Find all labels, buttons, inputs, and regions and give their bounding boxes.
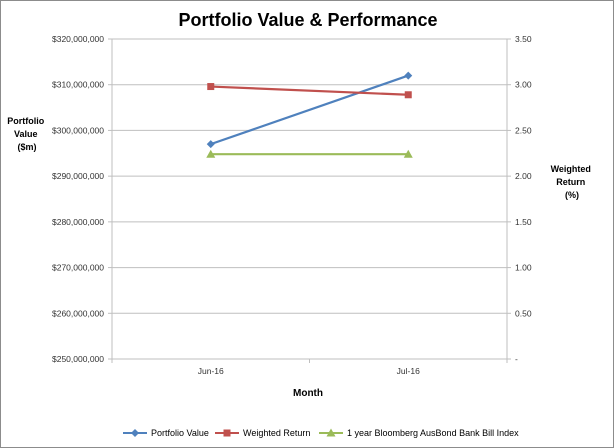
right-tick-label: 2.00	[515, 171, 532, 181]
right-axis-label: Weighted Return (%)	[551, 164, 594, 200]
left-axis-label: Portfolio Value ($m)	[7, 116, 47, 152]
right-tick-label: 3.50	[515, 34, 532, 44]
left-axis-label-line-1: Portfolio	[7, 116, 44, 126]
left-axis-ticks: $250,000,000 $260,000,000 $270,000,000 $280…	[52, 34, 112, 364]
left-axis-label-line-2: Value	[14, 129, 38, 139]
legend-marker-2	[223, 429, 231, 437]
series-line-2	[210, 85, 409, 96]
series-2-point	[207, 83, 215, 91]
plot-area-border	[111, 38, 508, 360]
right-tick-label: 3.00	[515, 80, 532, 90]
right-tick-label: 1.00	[515, 263, 532, 273]
left-tick-label: $300,000,000	[52, 125, 104, 135]
x-tick-label: Jul-16	[397, 366, 420, 376]
left-tick-label: $260,000,000	[52, 308, 104, 318]
right-axis-label-line-1: Weighted	[551, 164, 591, 174]
series-group	[206, 71, 413, 158]
left-tick-label: $270,000,000	[52, 263, 104, 273]
left-tick-label: $250,000,000	[52, 354, 104, 364]
gridlines	[112, 38, 507, 360]
left-axis-label-line-3: ($m)	[17, 142, 36, 152]
left-tick-label: $290,000,000	[52, 171, 104, 181]
right-tick-label: 0.50	[515, 308, 532, 318]
right-axis-label-line-2: Return	[556, 177, 585, 187]
x-axis-ticks: Jun-16 Jul-16	[111, 359, 508, 376]
left-tick-label: $310,000,000	[52, 80, 104, 90]
left-tick-label: $320,000,000	[52, 34, 104, 44]
legend-marker-3	[326, 428, 336, 437]
legend-label-3: 1 year Bloomberg AusBond Bank Bill Index	[347, 428, 519, 438]
legend-label-2: Weighted Return	[243, 428, 310, 438]
chart-title: Portfolio Value & Performance	[178, 10, 437, 30]
series-1-point	[206, 140, 215, 149]
legend-marker-1	[131, 429, 139, 437]
series-3-point	[403, 149, 413, 158]
legend-label-1: Portfolio Value	[151, 428, 209, 438]
series-line-1	[210, 74, 409, 146]
series-1-point	[404, 71, 413, 80]
series-3-point	[206, 149, 216, 158]
x-tick-label: Jun-16	[198, 366, 224, 376]
x-axis-label: Month	[293, 388, 323, 399]
right-axis-label-line-3: (%)	[565, 190, 579, 200]
legend: Portfolio Value Weighted Return 1 year Blo…	[123, 428, 519, 438]
series-2-point	[404, 91, 412, 99]
right-tick-label: -	[515, 354, 518, 364]
right-tick-label: 2.50	[515, 125, 532, 135]
left-tick-label: $280,000,000	[52, 217, 104, 227]
right-axis-ticks: - 0.50 1.00 1.50 2.00 2.50 3.00 3.50	[507, 34, 532, 364]
right-tick-label: 1.50	[515, 217, 532, 227]
